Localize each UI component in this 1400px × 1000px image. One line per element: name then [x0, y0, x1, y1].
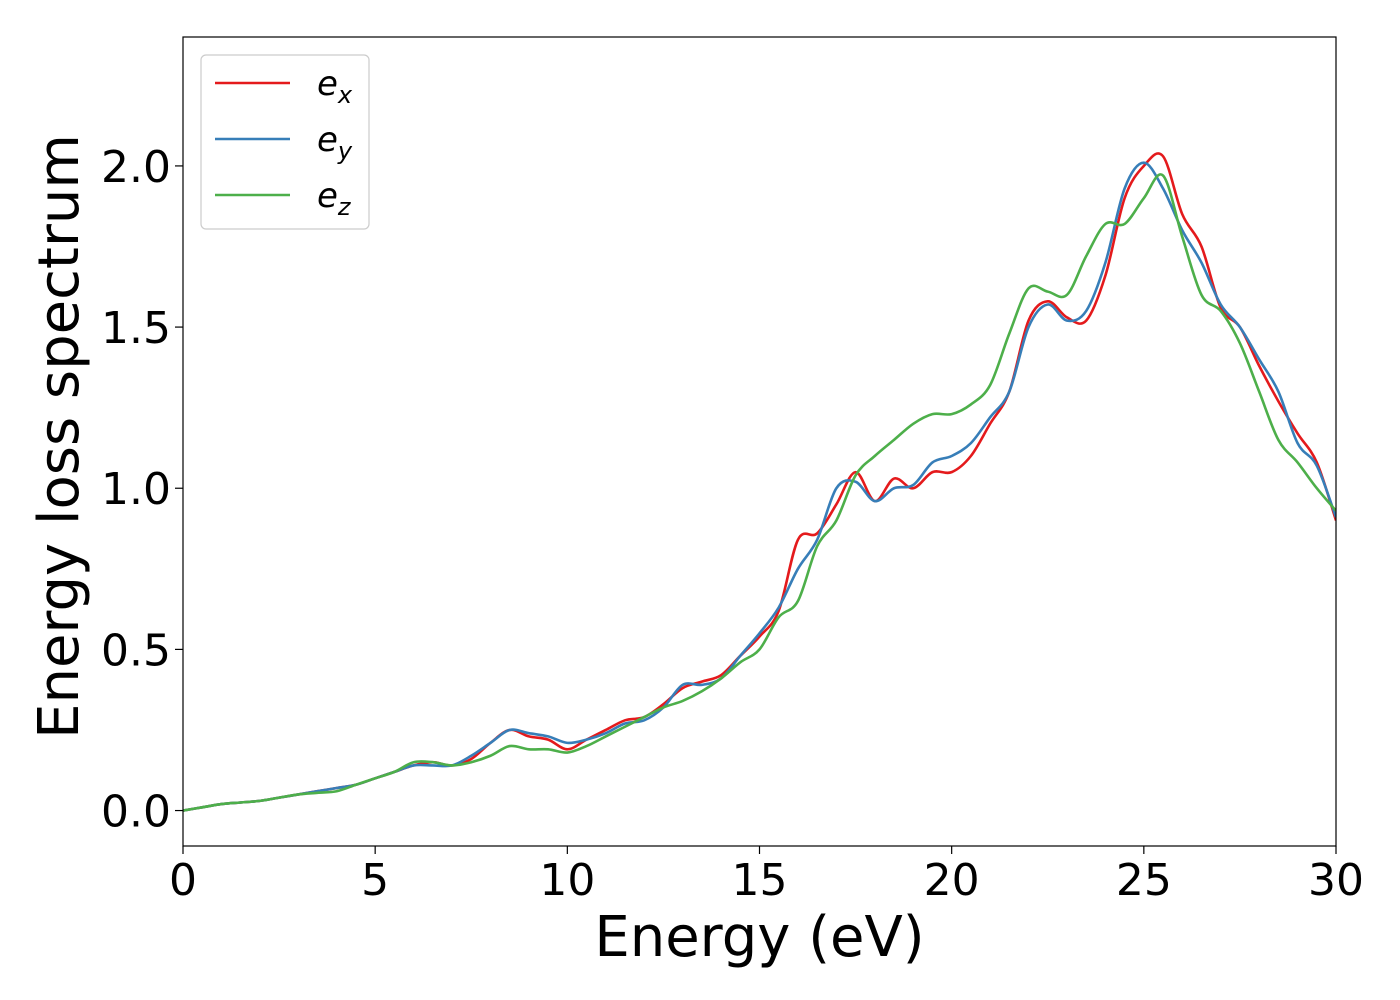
legend-label-ey: ey — [317, 120, 353, 165]
x-tick-label: 25 — [1116, 855, 1172, 906]
series-line-ey — [183, 161, 1336, 812]
x-tick-label: 20 — [924, 855, 980, 906]
y-tick-label: 2.0 — [101, 142, 171, 193]
series-line-ez — [183, 173, 1336, 812]
y-tick-label: 0.0 — [101, 787, 171, 838]
x-tick-label: 10 — [539, 855, 595, 906]
y-axis-title: Energy loss spectrum — [27, 134, 92, 739]
legend-label-ex: ex — [317, 64, 353, 109]
series-line-ex — [183, 152, 1336, 812]
x-axis-ticks: 0 5 10 15 20 25 30 — [169, 846, 1364, 906]
x-tick-label: 30 — [1308, 855, 1364, 906]
x-tick-label: 15 — [732, 855, 788, 906]
x-tick-label: 5 — [361, 855, 389, 906]
y-tick-label: 1.0 — [101, 464, 171, 515]
x-axis-title: Energy (eV) — [594, 905, 924, 970]
x-tick-label: 0 — [169, 855, 197, 906]
series-lines — [183, 152, 1336, 812]
y-tick-label: 0.5 — [101, 625, 171, 676]
legend: ex ey ez — [200, 54, 370, 230]
y-axis-ticks: 0.0 0.5 1.0 1.5 2.0 — [101, 142, 183, 838]
legend-box — [200, 54, 370, 230]
legend-label-ez: ez — [317, 176, 352, 221]
y-tick-label: 1.5 — [101, 303, 171, 354]
